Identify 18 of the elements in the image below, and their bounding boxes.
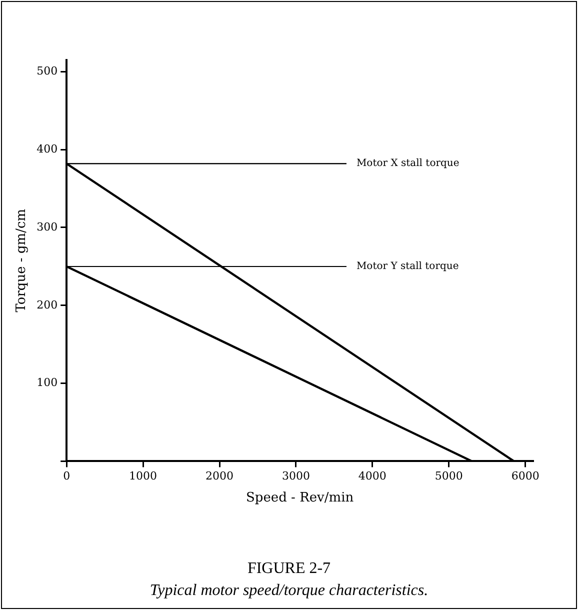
ref-line-label: Motor Y stall torque <box>356 261 459 272</box>
x-axis-title: Speed - Rev/min <box>246 490 354 506</box>
x-tick-label: 0 <box>63 470 70 483</box>
x-tick-label: 6000 <box>511 470 540 483</box>
y-axis-title: Torque - gm/cm <box>14 208 30 312</box>
y-tick-label: 100 <box>36 376 58 390</box>
x-tick-label: 2000 <box>206 470 234 483</box>
text: FIGURE 2-7 <box>246 560 332 578</box>
y-tick-label: 400 <box>36 142 58 156</box>
ref-line-label: Motor X stall torque <box>356 158 460 170</box>
x-tick-label: 3000 <box>282 470 310 483</box>
y-tick-label: 500 <box>36 64 58 78</box>
text: Typical motor speed/torque characteristics. <box>148 582 430 600</box>
x-tick-label: 5000 <box>434 470 463 483</box>
y-tick-label: 300 <box>36 220 58 234</box>
x-tick-label: 4000 <box>358 470 386 483</box>
y-tick-label: 200 <box>36 298 58 312</box>
x-tick-label: 1000 <box>129 470 158 483</box>
